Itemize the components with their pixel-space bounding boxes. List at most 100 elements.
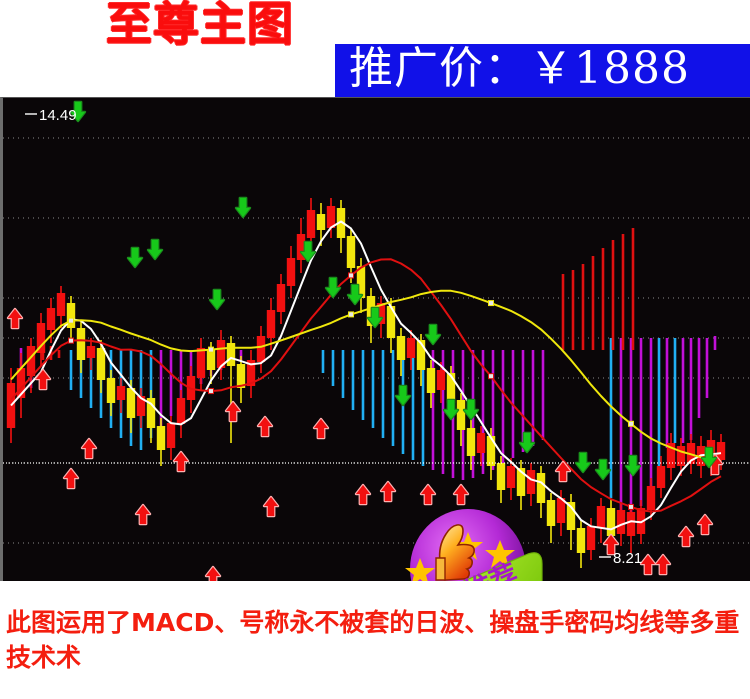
- candlestick: [176, 390, 186, 438]
- buy-arrow-icon: [379, 480, 397, 503]
- candlestick: [626, 504, 636, 553]
- sell-arrow-icon: [424, 323, 442, 346]
- high-price-label: 14.49: [25, 107, 77, 124]
- candlestick: [516, 460, 526, 510]
- candlestick: [196, 338, 206, 390]
- candlestick: [296, 218, 306, 273]
- sell-arrow-icon: [442, 398, 460, 421]
- sell-arrow-icon: [126, 246, 144, 269]
- ma-marker: [68, 337, 74, 344]
- page-title: 至尊主图: [106, 0, 294, 51]
- candlestick: [566, 494, 576, 550]
- ma-marker: [628, 420, 634, 427]
- candlestick: [156, 418, 166, 466]
- candlestick: [596, 498, 606, 543]
- ma-line-MA-white: [10, 220, 722, 531]
- thumbs-up-icon: [435, 524, 475, 581]
- svg-text:8.21: 8.21: [613, 550, 642, 567]
- candlestick: [76, 320, 86, 373]
- sell-arrow-icon: [346, 283, 364, 306]
- buy-arrow-icon: [172, 450, 190, 473]
- svg-text:14.49: 14.49: [39, 107, 77, 124]
- buy-arrow-icon: [262, 495, 280, 518]
- buy-arrow-icon: [62, 467, 80, 490]
- candlestick: [316, 203, 326, 246]
- ma-marker: [208, 346, 214, 353]
- candlestick: [586, 518, 596, 560]
- buy-arrow-icon: [224, 400, 242, 423]
- ma-marker: [68, 317, 74, 324]
- candlestick: [426, 360, 436, 408]
- candlestick: [276, 274, 286, 324]
- buy-arrow-icon: [256, 415, 274, 438]
- candlestick: [286, 246, 296, 298]
- sell-arrow-icon: [394, 384, 412, 407]
- buy-arrow-icon: [554, 460, 572, 483]
- sell-arrow-icon: [624, 454, 642, 477]
- chart-canvas[interactable]: 14.49 8.21: [3, 98, 750, 581]
- buy-arrow-icon: [204, 565, 222, 581]
- candlestick: [246, 350, 256, 398]
- candlestick: [406, 330, 416, 370]
- buy-arrow-icon: [602, 533, 620, 556]
- candlestick: [676, 438, 686, 476]
- candlestick: [496, 456, 506, 503]
- sell-arrow-icon: [518, 431, 536, 454]
- ma-marker: [208, 388, 214, 395]
- sell-arrow-icon: [366, 306, 384, 329]
- candlestick: [106, 370, 116, 416]
- candlestick: [476, 426, 486, 466]
- candlestick: [146, 390, 156, 443]
- candlestick: [96, 340, 106, 393]
- candlestick: [526, 463, 536, 506]
- candlestick: [216, 330, 226, 380]
- sell-arrow-icon: [574, 451, 592, 474]
- candlestick: [336, 200, 346, 253]
- promo-price-banner: 推广价：￥1888: [335, 44, 750, 97]
- buy-arrow-icon: [34, 368, 52, 391]
- buy-arrow-icon: [354, 483, 372, 506]
- stock-chart-panel[interactable]: 14.49 8.21: [0, 97, 750, 638]
- low-price-label: 8.21: [599, 550, 642, 567]
- buy-arrow-icon: [654, 553, 672, 576]
- sell-arrow-icon: [208, 288, 226, 311]
- sell-arrow-icon: [299, 240, 317, 263]
- sell-arrow-icon: [69, 100, 87, 123]
- buy-arrow-icon: [639, 553, 657, 576]
- candlestick: [506, 458, 516, 500]
- sell-arrow-icon: [234, 196, 252, 219]
- buy-arrow-icon: [134, 503, 152, 526]
- footer-note: 此图运用了MACD、号称永不被套的日波、操盘手密码均线等多重技术术: [6, 608, 740, 672]
- sell-arrow-icon: [324, 276, 342, 299]
- candlestick: [666, 433, 676, 480]
- candlestick: [26, 338, 36, 393]
- header-banner: 至尊主图 推广价：￥1888: [0, 0, 750, 97]
- ma-marker: [348, 272, 354, 279]
- ma-marker: [488, 300, 494, 307]
- candlestick: [576, 520, 586, 568]
- sell-arrow-icon: [594, 458, 612, 481]
- candlestick: [646, 478, 656, 520]
- candlestick: [6, 368, 16, 443]
- candlestick: [326, 198, 336, 238]
- candlestick: [116, 378, 126, 413]
- candlestick: [466, 420, 476, 470]
- buy-arrow-icon: [80, 437, 98, 460]
- candlestick: [56, 286, 66, 328]
- buy-arrow-icon: [452, 483, 470, 506]
- buy-arrow-icon: [419, 483, 437, 506]
- sell-arrow-icon: [700, 446, 718, 469]
- candlestick: [256, 326, 266, 373]
- ma-line-MA-yellow: [10, 289, 722, 463]
- candlestick: [436, 362, 446, 403]
- ma-marker: [488, 373, 494, 380]
- candlestick: [226, 336, 236, 443]
- candlestick: [86, 338, 96, 370]
- ma-marker: [348, 311, 354, 318]
- buy-arrow-icon: [6, 307, 24, 330]
- sell-arrow-icon: [146, 238, 164, 261]
- candlestick: [396, 328, 406, 376]
- buy-arrow-icon: [677, 525, 695, 548]
- promo-price-text: 推广价：￥1888: [349, 44, 690, 94]
